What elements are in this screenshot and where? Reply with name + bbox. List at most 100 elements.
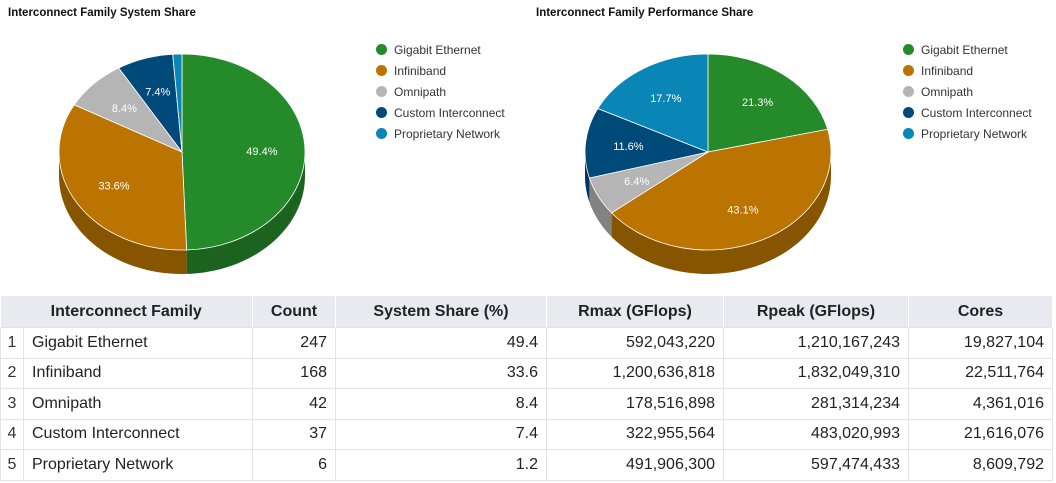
row-index: 2 bbox=[0, 357, 24, 389]
legend-item-omnipath[interactable]: Omnipath bbox=[903, 81, 1032, 102]
cell-share: 33.6 bbox=[335, 357, 547, 389]
legend-label: Infiniband bbox=[394, 63, 447, 78]
pie-data-label: 21.3% bbox=[742, 97, 773, 109]
legend-label: Omnipath bbox=[394, 84, 447, 99]
pie-data-label: 43.1% bbox=[727, 204, 758, 216]
legend-dot-icon bbox=[376, 107, 387, 118]
pie-side-3 bbox=[585, 152, 590, 202]
legend-item-gigabit-ethernet[interactable]: Gigabit Ethernet bbox=[903, 39, 1032, 60]
legend-dot-icon bbox=[376, 65, 387, 76]
pie-slice-0 bbox=[707, 53, 829, 153]
pie-side-group bbox=[59, 152, 305, 274]
cell-family: Custom Interconnect bbox=[23, 418, 253, 450]
pie-side-1 bbox=[611, 152, 831, 274]
row-index: 5 bbox=[0, 449, 24, 481]
table-row: 3 Omnipath 42 8.4 178,516,898 281,314,23… bbox=[0, 388, 1053, 420]
legend-item-infiniband[interactable]: Infiniband bbox=[903, 60, 1032, 81]
cell-cores: 4,361,016 bbox=[908, 388, 1053, 420]
cell-cores: 19,827,104 bbox=[908, 327, 1053, 359]
column-header-count[interactable]: Count bbox=[252, 296, 336, 328]
cell-family: Omnipath bbox=[23, 388, 253, 420]
system-share-pie: 49.4% 33.6% 8.4% 7.4% bbox=[58, 53, 306, 274]
column-header-rmax[interactable]: Rmax (GFlops) bbox=[546, 296, 724, 328]
cell-count: 247 bbox=[252, 327, 336, 359]
legend-dot-icon bbox=[903, 128, 914, 139]
cell-share: 7.4 bbox=[335, 418, 547, 450]
legend-dot-icon bbox=[903, 86, 914, 97]
chart-title: Interconnect Family System Share bbox=[8, 7, 196, 19]
legend-item-gigabit-ethernet[interactable]: Gigabit Ethernet bbox=[376, 39, 505, 60]
pie-data-label: 7.4% bbox=[145, 86, 170, 98]
row-index: 3 bbox=[0, 388, 24, 420]
chart-title: Interconnect Family Performance Share bbox=[536, 7, 754, 19]
legend-label: Gigabit Ethernet bbox=[921, 42, 1008, 57]
pie-side-group bbox=[585, 152, 831, 274]
legend-dot-icon bbox=[903, 107, 914, 118]
cell-count: 6 bbox=[252, 449, 336, 481]
performance-share-chart: Interconnect Family Performance Share 21… bbox=[528, 0, 1056, 292]
cell-rmax: 322,955,564 bbox=[546, 418, 724, 450]
pie-data-label: 33.6% bbox=[98, 181, 129, 193]
pie-slice-0 bbox=[181, 53, 306, 251]
legend-item-custom-interconnect[interactable]: Custom Interconnect bbox=[376, 102, 505, 123]
legend-label: Gigabit Ethernet bbox=[394, 42, 481, 57]
pie-data-label: 17.7% bbox=[650, 93, 681, 105]
legend-label: Omnipath bbox=[921, 84, 974, 99]
table-row: 4 Custom Interconnect 37 7.4 322,955,564… bbox=[0, 418, 1053, 450]
legend-item-proprietary-network[interactable]: Proprietary Network bbox=[903, 123, 1032, 144]
table-row: 5 Proprietary Network 6 1.2 491,906,300 … bbox=[0, 449, 1053, 481]
legend-item-proprietary-network[interactable]: Proprietary Network bbox=[376, 123, 505, 144]
pie-slice-3 bbox=[584, 108, 710, 179]
pie-slice-1 bbox=[58, 104, 188, 251]
cell-rpeak: 1,210,167,243 bbox=[723, 327, 909, 359]
cell-cores: 22,511,764 bbox=[908, 357, 1053, 389]
pie-slice-4 bbox=[172, 53, 183, 153]
row-index: 4 bbox=[0, 418, 24, 450]
column-header-cores[interactable]: Cores bbox=[908, 296, 1053, 328]
cell-cores: 21,616,076 bbox=[908, 418, 1053, 450]
legend-dot-icon bbox=[903, 44, 914, 55]
pie-data-label: 11.6% bbox=[613, 141, 644, 153]
table-header-row: Interconnect Family Count System Share (… bbox=[0, 296, 1053, 328]
legend-label: Proprietary Network bbox=[394, 126, 501, 141]
cell-rmax: 491,906,300 bbox=[546, 449, 724, 481]
legend-item-omnipath[interactable]: Omnipath bbox=[376, 81, 505, 102]
column-header-system-share[interactable]: System Share (%) bbox=[335, 296, 547, 328]
legend-label: Custom Interconnect bbox=[921, 105, 1032, 120]
column-header-rpeak[interactable]: Rpeak (GFlops) bbox=[723, 296, 909, 328]
cell-rmax: 592,043,220 bbox=[546, 327, 724, 359]
pie-side-0 bbox=[186, 152, 305, 274]
pie-data-label: 49.4% bbox=[246, 146, 277, 158]
interconnect-table: Interconnect Family Count System Share (… bbox=[0, 296, 1053, 481]
cell-rpeak: 1,832,049,310 bbox=[723, 357, 909, 389]
cell-rmax: 178,516,898 bbox=[546, 388, 724, 420]
pie-side-1 bbox=[59, 152, 187, 274]
cell-rmax: 1,200,636,818 bbox=[546, 357, 724, 389]
cell-count: 42 bbox=[252, 388, 336, 420]
table-row: 1 Gigabit Ethernet 247 49.4 592,043,220 … bbox=[0, 327, 1053, 359]
cell-rpeak: 597,474,433 bbox=[723, 449, 909, 481]
cell-share: 49.4 bbox=[335, 327, 547, 359]
legend-item-custom-interconnect[interactable]: Custom Interconnect bbox=[903, 102, 1032, 123]
cell-count: 37 bbox=[252, 418, 336, 450]
legend-dot-icon bbox=[376, 44, 387, 55]
cell-share: 1.2 bbox=[335, 449, 547, 481]
pie-slice-4 bbox=[597, 53, 709, 153]
cell-rpeak: 483,020,993 bbox=[723, 418, 909, 450]
row-index: 1 bbox=[0, 327, 24, 359]
pie-side-2 bbox=[589, 177, 612, 237]
cell-family: Infiniband bbox=[23, 357, 253, 389]
cell-share: 8.4 bbox=[335, 388, 547, 420]
pie-data-label: 6.4% bbox=[624, 176, 649, 188]
legend-dot-icon bbox=[376, 128, 387, 139]
legend-item-infiniband[interactable]: Infiniband bbox=[376, 60, 505, 81]
system-share-chart: Interconnect Family System Share 49.4% 33… bbox=[0, 0, 528, 292]
performance-share-pie: 21.3% 43.1% 6.4% 11.6% 17.7% bbox=[584, 53, 832, 274]
cell-family: Gigabit Ethernet bbox=[23, 327, 253, 359]
performance-share-legend: Gigabit Ethernet Infiniband Omnipath Cus… bbox=[903, 39, 1032, 144]
pie-data-label: 8.4% bbox=[112, 103, 137, 115]
column-header-family[interactable]: Interconnect Family bbox=[0, 296, 253, 328]
cell-count: 168 bbox=[252, 357, 336, 389]
legend-label: Custom Interconnect bbox=[394, 105, 505, 120]
cell-family: Proprietary Network bbox=[23, 449, 253, 481]
